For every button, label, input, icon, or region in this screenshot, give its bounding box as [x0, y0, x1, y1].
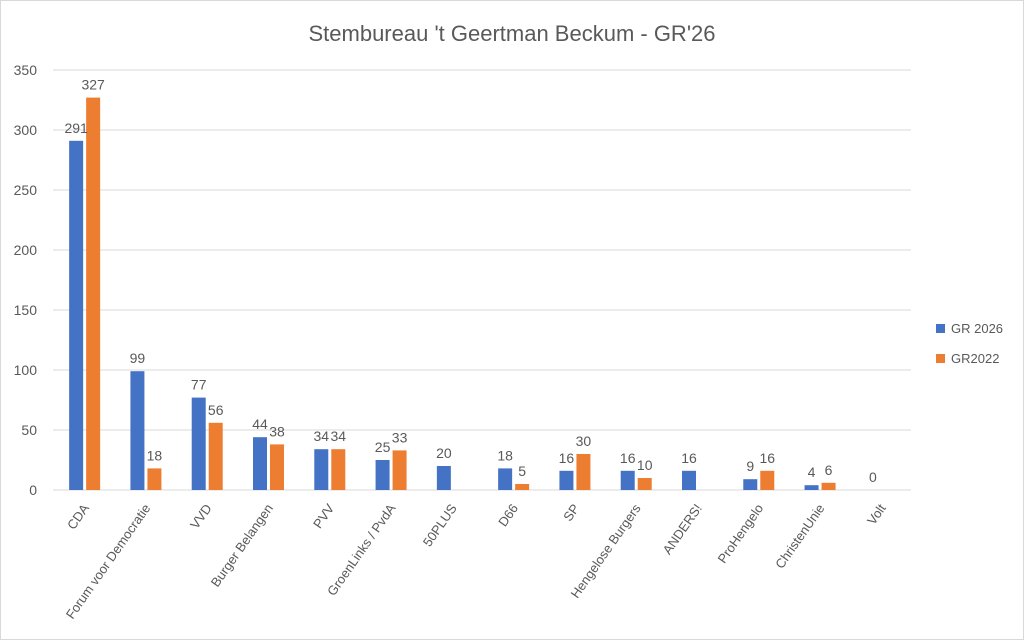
x-tick-label: VVD	[187, 501, 215, 532]
bar-gr2022	[270, 444, 284, 490]
data-label: 20	[436, 445, 452, 461]
data-label: 99	[130, 350, 146, 366]
bar-gr2022	[821, 482, 836, 490]
data-label: 10	[637, 457, 653, 473]
y-tick-label: 250	[14, 182, 38, 198]
data-label: 16	[681, 450, 697, 466]
bar-gr2026	[375, 460, 390, 490]
bar-gr2026	[804, 485, 819, 490]
x-tick-label: ChristenUnie	[772, 501, 827, 571]
y-tick-label: 100	[14, 362, 38, 378]
bar-gr2026	[498, 468, 513, 490]
bar-gr2026	[314, 449, 329, 490]
legend-swatch	[936, 324, 945, 333]
bar-gr2026	[682, 470, 696, 490]
data-label: 16	[759, 450, 775, 466]
legend-label: GR 2026	[951, 321, 1003, 336]
data-label: 34	[313, 428, 329, 444]
legend-swatch	[936, 354, 945, 363]
bar-gr2022	[637, 478, 652, 490]
data-label: 6	[825, 462, 833, 478]
x-tick-label: ProHengelo	[715, 501, 767, 566]
bar-gr2026	[253, 437, 267, 490]
data-label: 25	[375, 439, 391, 455]
y-tick-label: 150	[14, 302, 38, 318]
bar-gr2026	[69, 140, 84, 491]
data-label: 0	[869, 469, 877, 485]
data-label: 56	[208, 402, 224, 418]
data-label: 33	[392, 429, 408, 445]
data-label: 327	[81, 77, 105, 93]
legend-label: GR2022	[951, 351, 999, 366]
data-label: 18	[147, 447, 163, 463]
bar-gr2026	[559, 470, 574, 490]
data-label: 34	[330, 428, 346, 444]
bar-gr2022	[147, 468, 162, 490]
bar-gr2022	[331, 449, 346, 490]
x-tick-label: GroenLinks / PvdA	[324, 501, 399, 599]
y-tick-label: 200	[14, 242, 38, 258]
y-tick-label: 350	[14, 62, 38, 78]
bar-gr2022	[392, 450, 407, 490]
bar-gr2026	[743, 479, 758, 490]
data-label: 16	[559, 450, 575, 466]
x-tick-label: Volt	[864, 501, 889, 528]
x-tick-label: ANDERS!	[660, 501, 705, 557]
data-label: 4	[808, 464, 816, 480]
x-tick-label: Hengelose Burgers	[568, 501, 644, 601]
bar-gr2026	[436, 466, 451, 490]
x-tick-label: PVV	[310, 501, 337, 531]
bar-gr2026	[620, 470, 635, 490]
data-label: 38	[269, 423, 285, 439]
y-tick-label: 300	[14, 122, 38, 138]
data-label: 30	[576, 433, 592, 449]
x-tick-label: SP	[560, 501, 582, 524]
bar-gr2022	[760, 470, 775, 490]
x-tick-label: Burger Belangen	[208, 501, 276, 590]
data-label: 5	[518, 463, 526, 479]
data-label: 16	[620, 450, 636, 466]
bar-gr2022	[208, 422, 223, 490]
bar-gr2022	[515, 484, 530, 490]
y-tick-label: 0	[29, 482, 37, 498]
x-tick-label: D66	[495, 501, 521, 529]
y-tick-label: 50	[21, 422, 37, 438]
x-tick-label: CDA	[64, 501, 92, 532]
bar-gr2026	[130, 371, 145, 490]
data-label: 77	[191, 377, 207, 393]
x-tick-label: 50PLUS	[420, 501, 460, 550]
data-label: 44	[252, 416, 268, 432]
bar-gr2022	[576, 454, 591, 490]
bar-gr2026	[191, 397, 206, 490]
data-label: 18	[497, 447, 513, 463]
data-label: 291	[64, 120, 88, 136]
data-label: 9	[746, 458, 754, 474]
chart-title: Stembureau 't Geertman Beckum - GR'26	[308, 21, 715, 46]
bar-gr2022	[86, 97, 101, 490]
